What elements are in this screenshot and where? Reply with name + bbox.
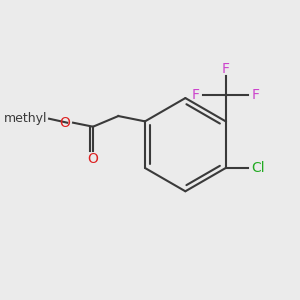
- Text: methyl: methyl: [4, 112, 48, 125]
- Text: Cl: Cl: [251, 161, 265, 175]
- Text: O: O: [59, 116, 70, 130]
- Text: F: F: [222, 62, 230, 76]
- Text: F: F: [252, 88, 260, 102]
- Text: O: O: [88, 152, 98, 166]
- Text: F: F: [192, 88, 200, 102]
